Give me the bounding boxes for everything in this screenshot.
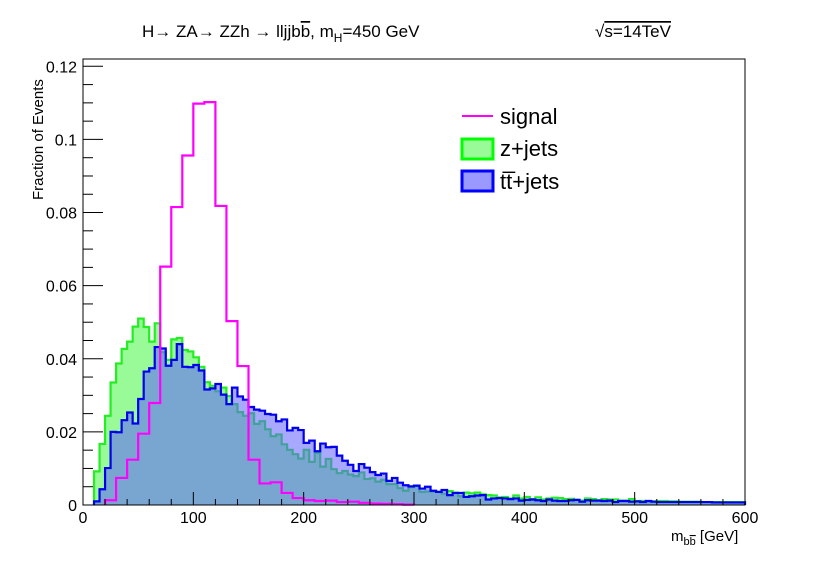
x-tick-label: 100 <box>180 510 207 527</box>
legend-zjets-label: z+jets <box>500 136 558 161</box>
x-tick-labels: 0 100 200 300 400 500 600 <box>79 510 759 527</box>
y-tick-label: 0.02 <box>46 425 77 442</box>
x-tick-label: 600 <box>732 510 759 527</box>
hist-line-ttjets <box>92 343 747 505</box>
legend-signal-label: signal <box>500 104 557 129</box>
x-tick-label: 500 <box>621 510 648 527</box>
hist-line-signal <box>103 101 416 506</box>
y-tick-label: 0.08 <box>46 206 77 223</box>
chart-title: H→ ZA→ ZZh → lljjbb, mH=450 GeV <box>142 22 420 45</box>
x-axis-title: mbb [GeV] <box>671 528 738 548</box>
y-axis-title: Fraction of Events <box>30 79 47 200</box>
x-tick-label: 400 <box>511 510 538 527</box>
y-tick-labels: 0 0.02 0.04 0.06 0.08 0.1 0.12 <box>46 59 77 515</box>
x-tick-label: 0 <box>79 510 88 527</box>
legend-ttjets-label: tt̅+jets <box>500 169 559 194</box>
y-tick-label: 0.04 <box>46 352 77 369</box>
energy-label: √s=14TeV <box>595 22 672 41</box>
axis-ticks <box>82 65 746 506</box>
legend-ttjets-swatch <box>460 169 495 193</box>
legend-zjets-swatch <box>460 137 495 161</box>
y-tick-label: 0.1 <box>55 132 77 149</box>
y-tick-label: 0 <box>68 498 77 515</box>
hist-fill-ttjets <box>94 344 745 505</box>
x-tick-label: 200 <box>290 510 317 527</box>
legend: signal z+jets tt̅+jets <box>460 104 559 194</box>
x-tick-label: 300 <box>401 510 428 527</box>
y-tick-label: 0.12 <box>46 59 77 76</box>
y-tick-label: 0.06 <box>46 279 77 296</box>
histogram-layer <box>92 101 747 506</box>
